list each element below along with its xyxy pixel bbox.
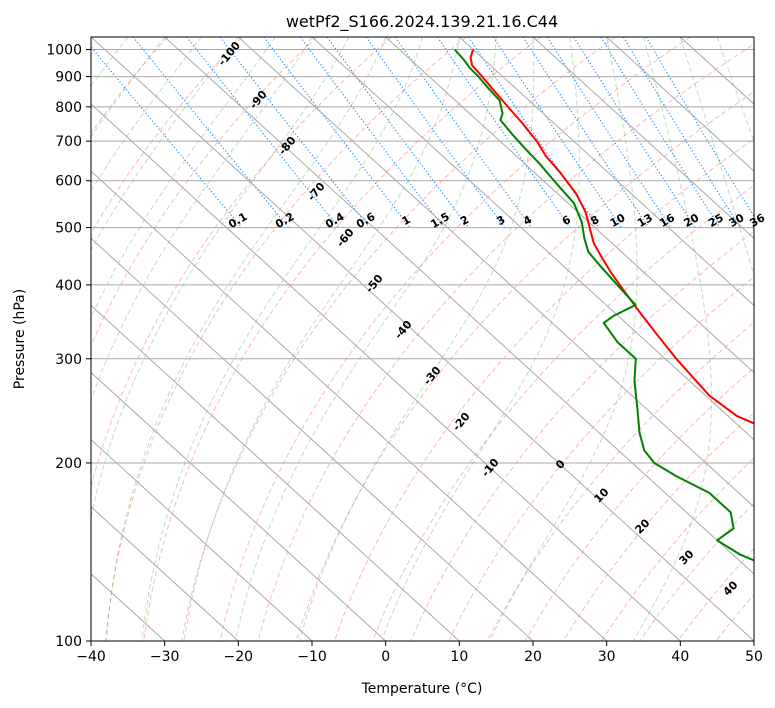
x-axis-label: Temperature (°C) [361,681,483,697]
y-axis-label: Pressure (hPa) [12,289,28,389]
y-tick-label: 400 [55,278,82,294]
x-tick-label: −30 [150,649,180,665]
isotherm-line [606,37,754,172]
isotherm-line [91,506,239,641]
mixing-ratio-line [467,37,600,228]
y-tick-label: 100 [55,634,82,650]
x-tick-label: −20 [224,649,254,665]
y-tick-label: 600 [55,174,82,190]
isotherm-line [91,304,460,641]
mixing-ratio-line [186,37,340,228]
moist-adiabat-line [679,37,754,277]
dry-adiabat-line [91,37,318,347]
isotherm-line [91,237,534,641]
x-tick-label: −10 [297,649,327,665]
moist-adiabat-line [234,37,497,641]
mixing-ratio-line [522,37,650,228]
dry-adiabat-line [448,276,754,641]
mixing-ratio-line [492,37,622,228]
axis-ticks: −40 −30 −20 −10 0 10 20 30 40 50 100 200 300 400 500 60… [46,43,763,665]
moist-adiabat-line [633,37,712,641]
x-tick-label: 30 [598,649,616,665]
chart-title: wetPf2_S166.2024.139.21.16.C44 [286,12,558,32]
isotherm-line [532,37,754,240]
isotherm-line [91,103,681,641]
y-tick-label: 900 [55,70,82,86]
dry-adiabat-line [295,91,754,641]
mixing-ratio-line [219,37,370,228]
mixing-ratio-line [436,37,571,228]
x-tick-label: −40 [76,649,106,665]
moist-adiabat-line [298,37,535,641]
mixing-ratio-line [365,37,506,228]
isotherm-line [237,37,754,508]
moist-adiabat-line [489,37,638,641]
isotherm-line [385,37,754,374]
moist-adiabat-line [91,37,350,520]
x-tick-label: 10 [450,649,468,665]
x-tick-label: 50 [745,649,763,665]
background-lines [91,37,754,641]
axes-frame [90,36,755,642]
isotherm-line [91,170,608,641]
dry-adiabat-line [524,367,754,641]
mixing-ratio-line [622,37,741,228]
dry-adiabat-line [257,43,754,641]
dry-adiabat-line [181,37,616,641]
dry-adiabat-line [143,37,542,641]
isotherm-line [458,37,754,307]
y-tick-label: 200 [55,456,82,472]
x-tick-label: 40 [671,649,689,665]
moist-adiabat-line [91,37,276,319]
grid-lines [91,37,754,641]
x-tick-label: 0 [381,649,390,665]
dry-adiabat-line [219,37,691,641]
isotherm-line [311,37,754,441]
dewpoint-profile-line [453,48,754,562]
dry-adiabat-line [753,640,754,641]
y-tick-label: 500 [55,221,82,237]
isotherm-line [753,37,754,38]
dry-adiabat-line [104,37,467,641]
profile-lines [453,48,754,562]
moist-adiabat-line [91,37,129,87]
isotherm-line [91,438,313,641]
temperature-profile-line [469,49,754,425]
mixing-ratio-line [573,37,696,228]
moist-adiabat-line [381,37,580,641]
moist-adiabat-line [91,37,239,252]
moist-adiabat-line [716,37,754,143]
isotherm-line [91,371,387,641]
y-tick-label: 1000 [46,43,82,59]
dry-adiabat-line [372,184,754,641]
moist-adiabat-line [183,37,460,641]
mixing-ratio-line [394,37,532,228]
mixing-ratio-line [546,37,672,228]
y-tick-label: 700 [55,134,82,150]
isotherm-line [91,37,754,641]
y-tick-label: 800 [55,100,82,116]
mixing-ratio-line [299,37,445,228]
dry-adiabat-line [91,37,243,235]
moist-adiabat-line [141,37,423,641]
x-tick-label: 20 [524,649,542,665]
mixing-ratio-line [600,37,721,228]
y-tick-label: 300 [55,352,82,368]
